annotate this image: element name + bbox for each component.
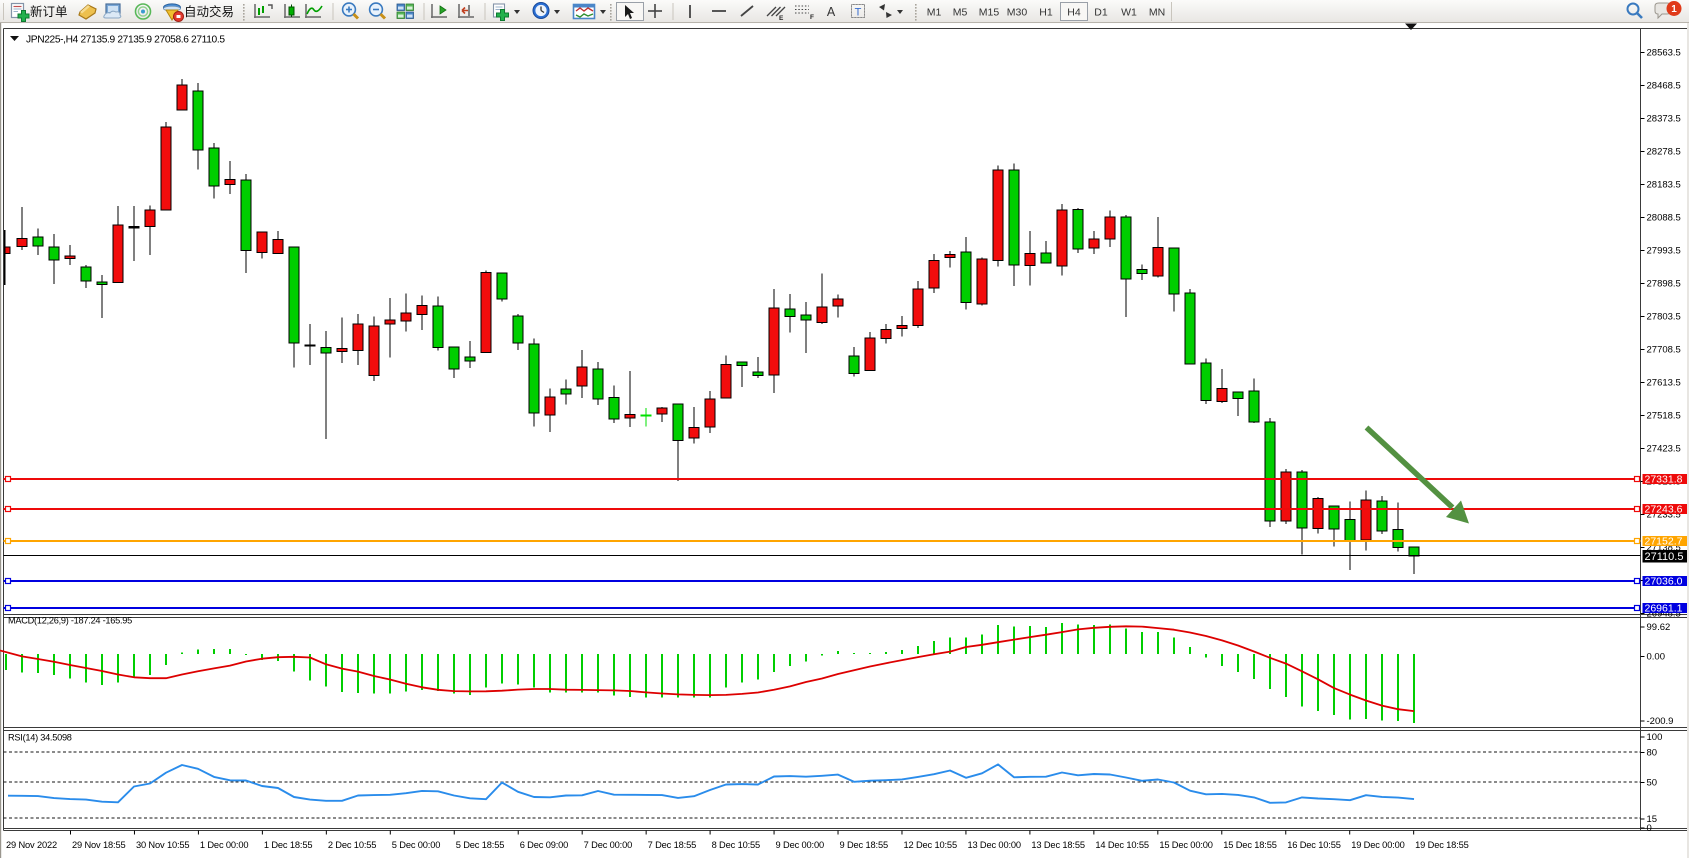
svg-text:19 Dec 00:00: 19 Dec 00:00 bbox=[1351, 840, 1405, 850]
svg-text:30 Nov 10:55: 30 Nov 10:55 bbox=[136, 840, 190, 850]
svg-text:M5: M5 bbox=[953, 7, 968, 19]
svg-text:自动交易: 自动交易 bbox=[184, 4, 234, 19]
svg-text:13 Dec 00:00: 13 Dec 00:00 bbox=[967, 840, 1021, 850]
svg-text:8 Dec 10:55: 8 Dec 10:55 bbox=[712, 840, 760, 850]
svg-text:新订单: 新订单 bbox=[30, 4, 68, 19]
svg-text:13 Dec 18:55: 13 Dec 18:55 bbox=[1031, 840, 1085, 850]
svg-text:28088.5: 28088.5 bbox=[1647, 213, 1681, 224]
svg-text:1 Dec 00:00: 1 Dec 00:00 bbox=[200, 840, 248, 850]
svg-text:27898.5: 27898.5 bbox=[1647, 279, 1681, 290]
svg-text:16 Dec 10:55: 16 Dec 10:55 bbox=[1287, 840, 1341, 850]
svg-text:29 Nov 18:55: 29 Nov 18:55 bbox=[72, 840, 126, 850]
svg-text:MN: MN bbox=[1149, 7, 1165, 19]
svg-text:2 Dec 10:55: 2 Dec 10:55 bbox=[328, 840, 376, 850]
svg-text:27613.5: 27613.5 bbox=[1647, 378, 1681, 389]
svg-text:28183.5: 28183.5 bbox=[1647, 180, 1681, 191]
svg-text:JPN225-,H4 27135.9 27135.9 27: JPN225-,H4 27135.9 27135.9 27058.6 27110… bbox=[26, 35, 225, 46]
svg-text:27110.5: 27110.5 bbox=[1645, 551, 1684, 563]
svg-text:F: F bbox=[810, 14, 814, 21]
svg-text:MACD(12,26,9) -187.24 -165.95: MACD(12,26,9) -187.24 -165.95 bbox=[8, 616, 132, 626]
svg-text:12 Dec 10:55: 12 Dec 10:55 bbox=[903, 840, 957, 850]
svg-text:27331.8: 27331.8 bbox=[1645, 474, 1683, 486]
svg-text:28563.5: 28563.5 bbox=[1647, 48, 1681, 59]
svg-text:H4: H4 bbox=[1067, 7, 1081, 19]
svg-text:M30: M30 bbox=[1007, 7, 1028, 19]
svg-text:27993.5: 27993.5 bbox=[1647, 246, 1681, 257]
svg-text:1: 1 bbox=[1671, 4, 1677, 15]
svg-text:M15: M15 bbox=[979, 7, 1000, 19]
svg-text:6 Dec 09:00: 6 Dec 09:00 bbox=[520, 840, 568, 850]
svg-text:0: 0 bbox=[1647, 823, 1652, 834]
svg-text:14 Dec 10:55: 14 Dec 10:55 bbox=[1095, 840, 1149, 850]
svg-text:15: 15 bbox=[1647, 814, 1658, 825]
svg-text:27803.5: 27803.5 bbox=[1647, 312, 1681, 323]
svg-text:27423.5: 27423.5 bbox=[1647, 444, 1681, 455]
svg-text:1 Dec 18:55: 1 Dec 18:55 bbox=[264, 840, 312, 850]
svg-text:7 Dec 00:00: 7 Dec 00:00 bbox=[584, 840, 632, 850]
svg-text:28468.5: 28468.5 bbox=[1647, 81, 1681, 92]
svg-text:100: 100 bbox=[1647, 732, 1663, 743]
svg-text:26948.5: 26948.5 bbox=[1647, 609, 1681, 620]
svg-text:-200.9: -200.9 bbox=[1647, 716, 1674, 727]
svg-text:W1: W1 bbox=[1121, 7, 1137, 19]
svg-text:T: T bbox=[855, 7, 862, 19]
svg-text:29 Nov 2022: 29 Nov 2022 bbox=[6, 840, 57, 850]
svg-text:0.00: 0.00 bbox=[1647, 652, 1666, 663]
svg-text:M1: M1 bbox=[927, 7, 942, 19]
svg-text:50: 50 bbox=[1647, 778, 1658, 789]
svg-text:15 Dec 18:55: 15 Dec 18:55 bbox=[1223, 840, 1277, 850]
svg-text:9 Dec 18:55: 9 Dec 18:55 bbox=[840, 840, 888, 850]
svg-text:9 Dec 00:00: 9 Dec 00:00 bbox=[776, 840, 824, 850]
svg-text:H1: H1 bbox=[1039, 7, 1053, 19]
svg-text:27708.5: 27708.5 bbox=[1647, 345, 1681, 356]
svg-text:80: 80 bbox=[1647, 748, 1658, 759]
svg-text:E: E bbox=[779, 15, 784, 22]
svg-text:28278.5: 28278.5 bbox=[1647, 147, 1681, 158]
svg-text:26961.1: 26961.1 bbox=[1645, 603, 1683, 615]
svg-text:19 Dec 18:55: 19 Dec 18:55 bbox=[1415, 840, 1469, 850]
svg-text:99.62: 99.62 bbox=[1647, 622, 1671, 633]
svg-text:RSI(14) 34.5098: RSI(14) 34.5098 bbox=[8, 733, 72, 743]
svg-text:28373.5: 28373.5 bbox=[1647, 114, 1681, 125]
svg-text:27036.0: 27036.0 bbox=[1645, 576, 1683, 588]
svg-text:A: A bbox=[827, 5, 836, 19]
svg-text:27243.6: 27243.6 bbox=[1645, 504, 1683, 516]
svg-text:D1: D1 bbox=[1094, 7, 1108, 19]
svg-text:27152.7: 27152.7 bbox=[1645, 536, 1683, 548]
svg-text:27233.5: 27233.5 bbox=[1647, 510, 1681, 521]
svg-text:15 Dec 00:00: 15 Dec 00:00 bbox=[1159, 840, 1213, 850]
svg-text:5 Dec 00:00: 5 Dec 00:00 bbox=[392, 840, 440, 850]
svg-text:5 Dec 18:55: 5 Dec 18:55 bbox=[456, 840, 504, 850]
svg-text:27518.5: 27518.5 bbox=[1647, 411, 1681, 422]
svg-text:27138.5: 27138.5 bbox=[1647, 543, 1681, 554]
svg-text:7 Dec 18:55: 7 Dec 18:55 bbox=[648, 840, 696, 850]
